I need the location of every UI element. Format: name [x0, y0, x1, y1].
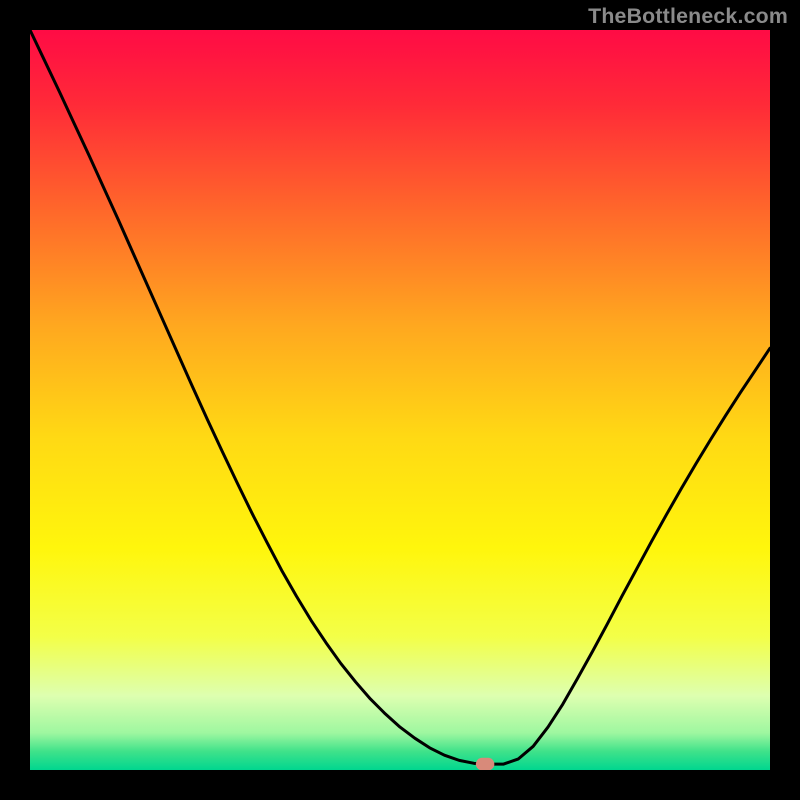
chart-gradient-background — [30, 30, 770, 770]
bottleneck-curve-chart — [30, 30, 770, 770]
attribution-watermark: TheBottleneck.com — [588, 4, 788, 29]
outer-frame: TheBottleneck.com — [0, 0, 800, 800]
optimal-point-marker — [476, 758, 495, 770]
chart-plot-area — [30, 30, 770, 770]
